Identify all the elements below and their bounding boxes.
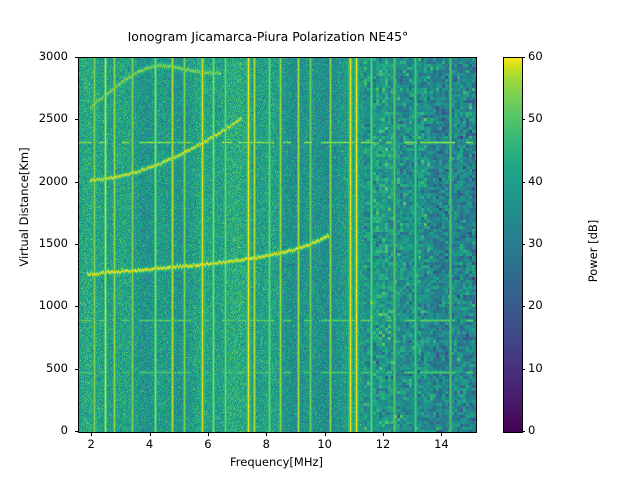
colorbar-tick-label: 20 <box>528 298 543 313</box>
colorbar-tick-label: 60 <box>528 49 543 63</box>
x-tick-label: 2 <box>87 437 95 451</box>
x-tick <box>207 432 209 436</box>
x-axis-label: Frequency[MHz] <box>230 455 323 469</box>
ionogram-heatmap-canvas <box>79 58 476 432</box>
y-tick <box>74 181 78 183</box>
x-tick <box>441 432 443 436</box>
y-axis-label: Virtual Distance[Km] <box>17 147 31 267</box>
y-tick <box>74 431 78 432</box>
y-tick <box>74 119 78 121</box>
colorbar <box>503 57 523 433</box>
x-tick <box>266 432 268 436</box>
colorbar-tick <box>521 368 525 370</box>
y-tick <box>74 244 78 245</box>
colorbar-tick-label: 30 <box>528 236 543 250</box>
colorbar-label: Power [dB] <box>586 219 600 283</box>
colorbar-tick-label: 40 <box>528 173 543 188</box>
x-tick-label: 4 <box>145 437 154 451</box>
x-tick-label: 10 <box>317 437 332 451</box>
ionogram-plot-area <box>78 57 477 433</box>
colorbar-tick <box>521 244 525 245</box>
y-tick-label: 1000 <box>38 298 68 313</box>
y-tick-label: 3000 <box>38 49 68 63</box>
x-tick-label: 6 <box>204 437 212 451</box>
colorbar-tick <box>521 57 525 58</box>
colorbar-tick-label: 0 <box>528 423 536 437</box>
y-tick-label: 500 <box>46 360 68 375</box>
colorbar-tick <box>521 119 525 121</box>
figure-title-line1: Ionogram Jicamarca-Piura Polarization NE… <box>127 29 409 44</box>
y-tick <box>74 368 78 370</box>
x-tick <box>383 432 385 436</box>
y-tick-label: 2500 <box>38 111 68 126</box>
colorbar-tick <box>521 431 525 432</box>
y-tick-label: 0 <box>60 423 68 437</box>
x-tick <box>91 432 93 436</box>
colorbar-tick-label: 50 <box>528 111 543 126</box>
colorbar-tick <box>521 306 525 308</box>
y-tick-label: 1500 <box>38 236 68 250</box>
x-tick <box>324 432 326 436</box>
colorbar-tick <box>521 181 525 183</box>
y-tick <box>74 306 78 308</box>
y-tick <box>74 57 78 58</box>
x-tick <box>149 432 151 436</box>
colorbar-tick-label: 10 <box>528 360 543 375</box>
x-tick-label: 14 <box>434 437 449 451</box>
x-tick-label: 12 <box>375 437 391 451</box>
y-tick-label: 2000 <box>38 173 68 188</box>
x-tick-label: 8 <box>262 437 270 451</box>
